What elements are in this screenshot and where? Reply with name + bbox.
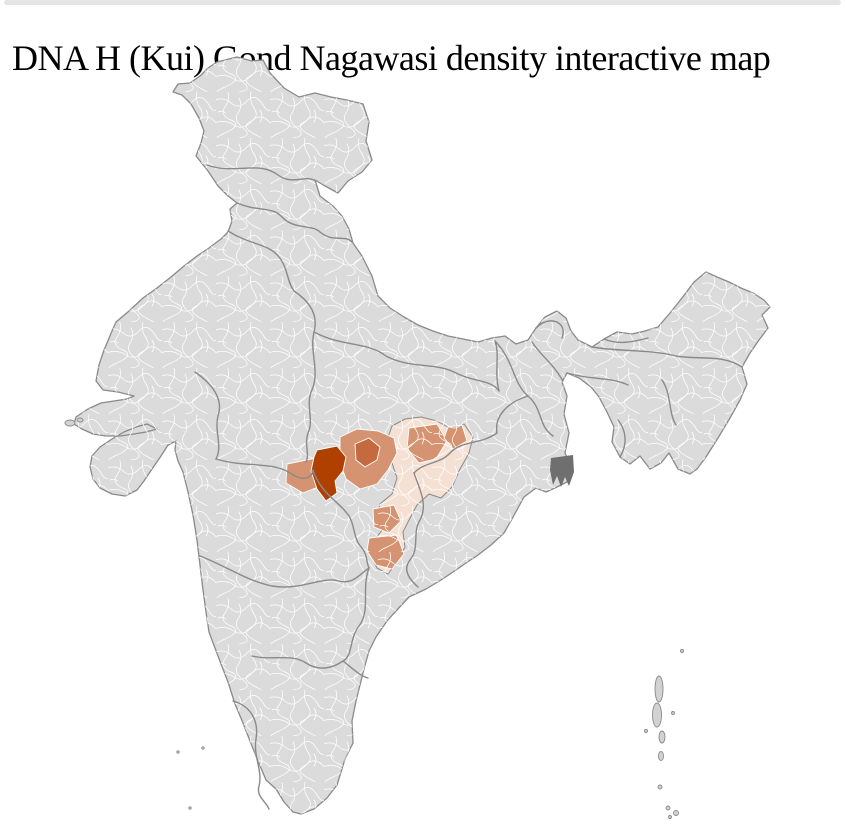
district-texture-overlay <box>74 57 770 814</box>
district-highest-density[interactable] <box>310 445 347 502</box>
state-borders <box>194 164 743 810</box>
top-divider-bar <box>4 0 841 5</box>
page-title: DNA H (Kui) Gond Nagawasi density intera… <box>12 38 771 79</box>
district-high-density[interactable] <box>354 437 381 468</box>
sundarbans-delta <box>550 455 574 487</box>
island-chains <box>64 417 684 819</box>
